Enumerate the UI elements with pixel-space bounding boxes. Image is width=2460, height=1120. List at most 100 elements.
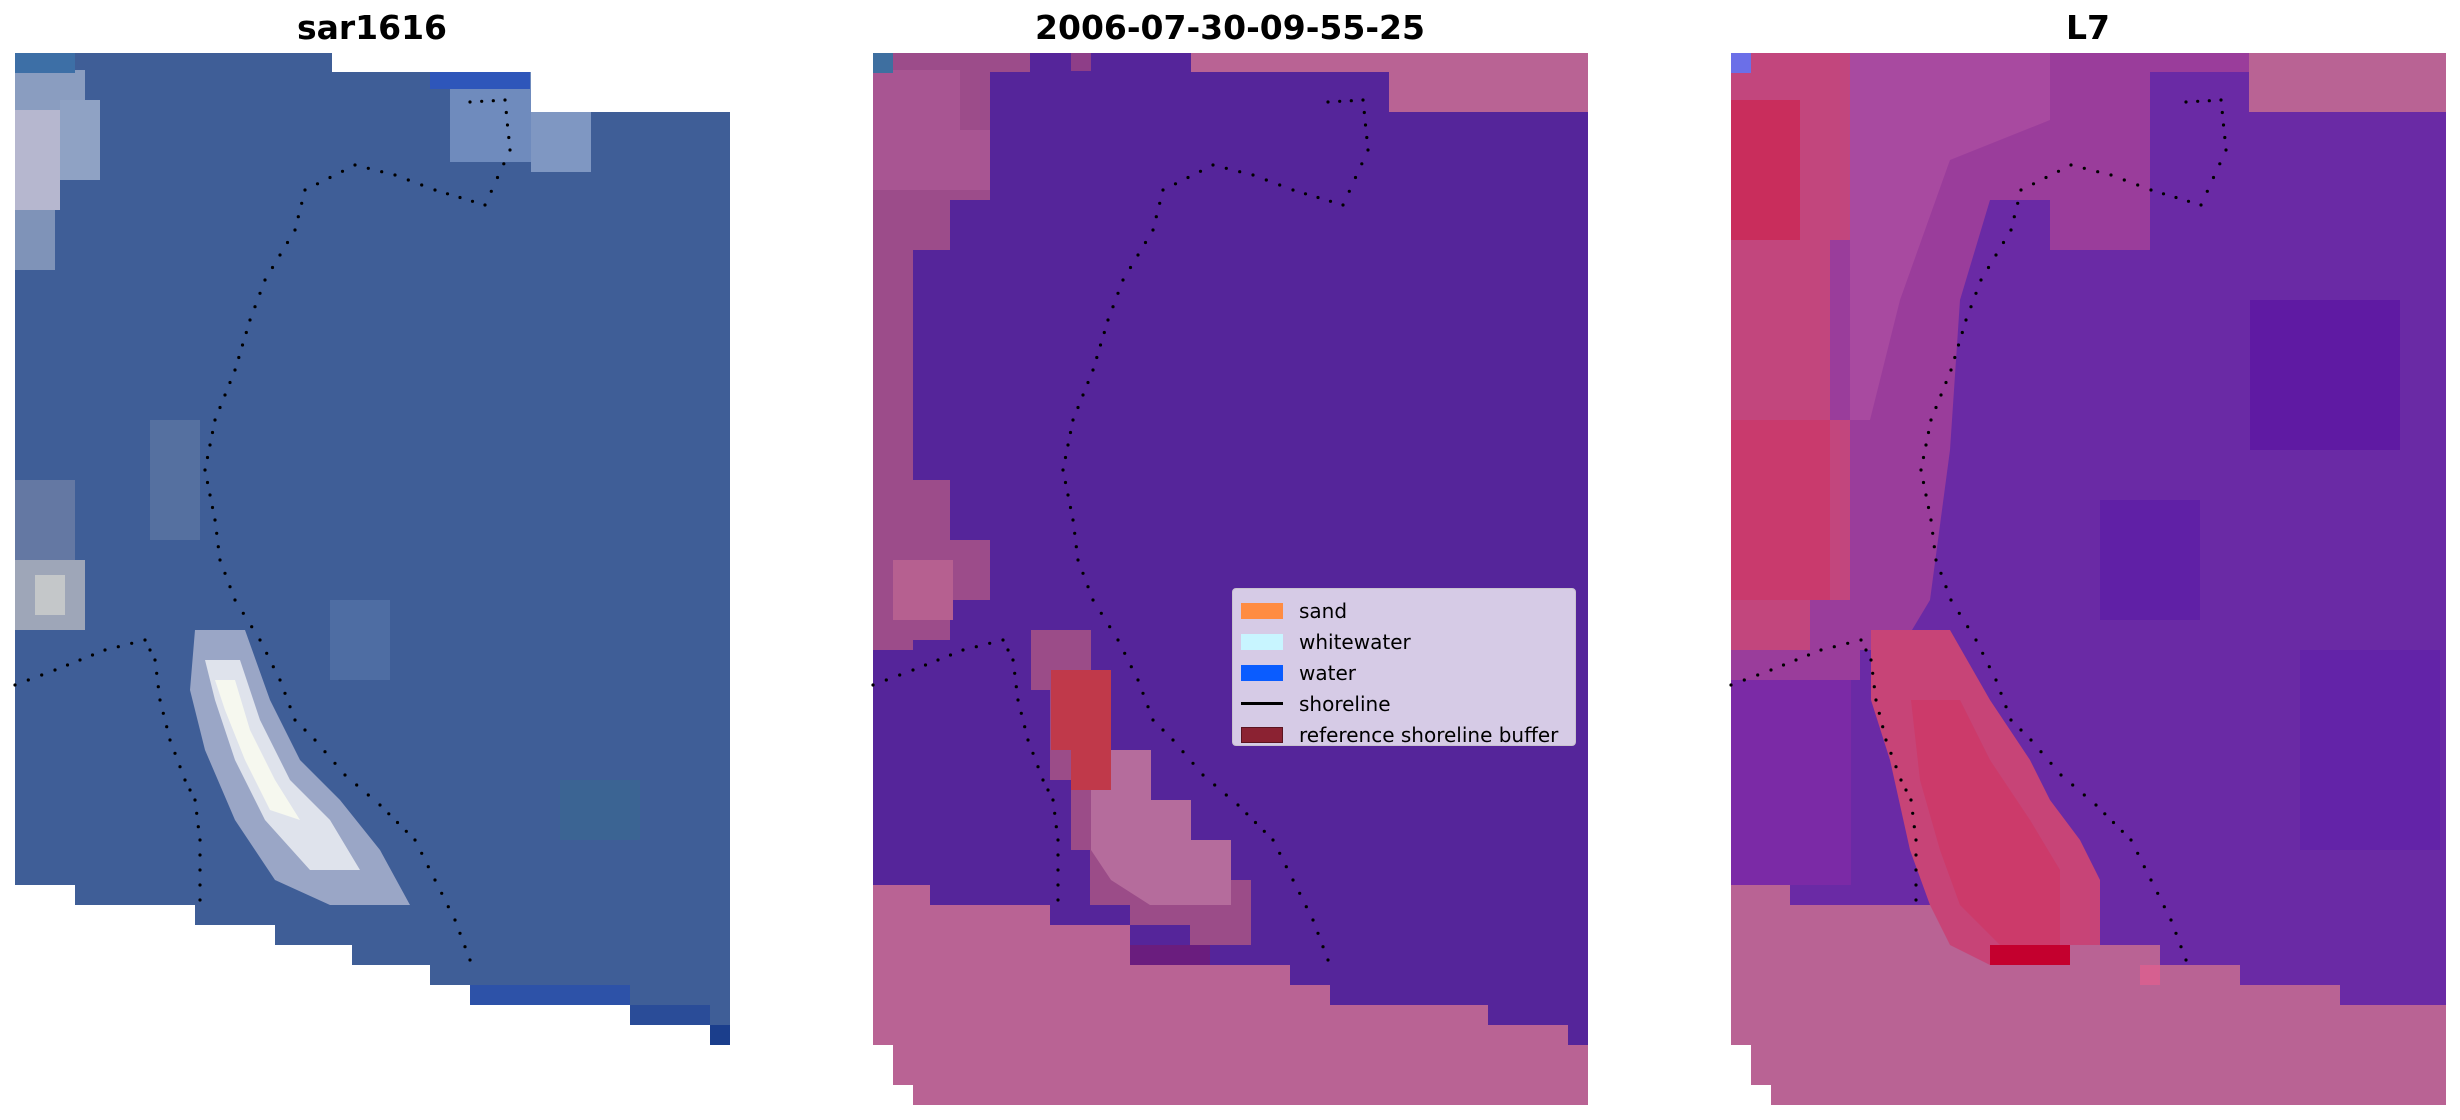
shoreline-dot	[1341, 203, 1345, 207]
shoreline-dot	[116, 645, 120, 649]
shoreline-dot	[1365, 135, 1369, 140]
shoreline-dot	[198, 838, 202, 842]
shoreline-dot	[1136, 253, 1140, 257]
shoreline-dot	[1284, 865, 1288, 869]
legend-item-water: water	[1241, 657, 1575, 688]
shoreline-dot	[2031, 182, 2036, 186]
shoreline-dot	[1328, 199, 1333, 203]
shoreline-dot	[215, 531, 219, 535]
shoreline-dot	[2211, 175, 2216, 180]
shoreline-dot	[1877, 711, 1881, 715]
shoreline-dot	[303, 728, 307, 732]
shoreline-dot	[2142, 865, 2146, 869]
shoreline-dot	[453, 918, 457, 922]
shoreline-dot	[1953, 355, 1957, 360]
shoreline-dot	[1366, 148, 1370, 152]
shoreline-dot	[1914, 883, 1918, 887]
shoreline-dot	[508, 148, 512, 152]
shoreline-dot	[1939, 571, 1943, 575]
shoreline-dot	[208, 493, 212, 497]
shoreline-dot	[1173, 182, 1178, 186]
shoreline-dot	[278, 678, 282, 682]
shoreline-dot	[1884, 738, 1888, 742]
shoreline-dot	[2149, 878, 2153, 882]
shoreline-dot	[1278, 183, 1282, 187]
shoreline-dot	[2169, 918, 2173, 922]
shoreline-dot	[1013, 671, 1017, 675]
shoreline-dot	[1986, 265, 1991, 270]
shoreline-dot	[1116, 291, 1120, 295]
shoreline-dot	[1914, 853, 1918, 857]
shoreline-dot	[208, 443, 212, 447]
shoreline-dot	[26, 678, 30, 682]
shoreline-dot	[1076, 558, 1080, 562]
shoreline-dot	[1912, 825, 1916, 829]
shoreline-dot	[1171, 738, 1175, 742]
shoreline-dot	[1066, 443, 1070, 447]
shoreline-dot	[404, 829, 408, 833]
shoreline-dot	[2016, 201, 2020, 205]
shoreline-dot	[130, 641, 134, 645]
shoreline-dots-index	[1729, 98, 2228, 962]
shoreline-dot	[1253, 820, 1258, 825]
shoreline-dot	[884, 678, 888, 682]
shoreline-dot	[1158, 201, 1162, 205]
shoreline-dot	[198, 853, 202, 857]
shoreline-dot	[491, 99, 495, 103]
reference-buffer-swatch	[1241, 726, 1283, 743]
shoreline-dot	[1939, 393, 1943, 397]
shoreline-dot	[1123, 651, 1127, 655]
shoreline-dot	[395, 820, 400, 825]
shoreline-dot	[2161, 192, 2166, 196]
shoreline-dot	[495, 175, 500, 180]
shoreline-dot	[90, 653, 95, 657]
panel-title-classified: 2006-07-30-09-55-25	[1035, 8, 1425, 47]
shoreline-dot	[303, 188, 307, 192]
panel-title-index: L7	[2066, 8, 2110, 47]
shoreline-dot	[250, 625, 254, 629]
shoreline-dot	[1921, 455, 1926, 460]
shoreline-dot	[1086, 380, 1090, 385]
shoreline-dot	[2109, 173, 2113, 177]
shoreline-dot	[911, 668, 915, 672]
shoreline-dot	[293, 228, 297, 232]
shoreline-dot	[2004, 705, 2008, 709]
shoreline-dot	[1086, 585, 1090, 589]
shoreline-dot	[1073, 531, 1077, 535]
shoreline-dot	[1111, 305, 1115, 309]
shoreline-dot	[155, 671, 159, 675]
shoreline-dot	[1926, 505, 1931, 510]
shoreline-dot	[2019, 728, 2023, 732]
legend-label: sand	[1299, 598, 1348, 623]
shoreline-dot	[1251, 173, 1255, 177]
shoreline-dot	[1949, 368, 1953, 372]
shoreline-dot	[1969, 305, 1973, 309]
legend-label: reference shoreline buffer	[1299, 722, 1559, 747]
shoreline-dot	[1994, 678, 1998, 682]
shoreline-dot	[446, 905, 450, 909]
legend-item-shoreline: shoreline	[1241, 688, 1575, 719]
shoreline-dots-classified	[871, 98, 1370, 962]
shoreline-dot	[1071, 418, 1075, 422]
shoreline-dot	[2156, 891, 2160, 895]
water-swatch	[1241, 664, 1283, 681]
shoreline-dot	[1051, 798, 1055, 802]
shoreline-dot	[2149, 188, 2153, 192]
shoreline-dot	[2162, 905, 2166, 909]
shoreline-dot	[2069, 163, 2073, 167]
shoreline-dot	[1074, 545, 1078, 549]
shoreline-dot	[1191, 761, 1195, 765]
shoreline-dot	[1769, 668, 1773, 672]
shoreline-dot	[1974, 638, 1978, 642]
shoreline-dot	[1106, 318, 1110, 322]
shoreline-dot	[233, 368, 237, 372]
legend: sand whitewater water shoreline referenc…	[1232, 588, 1576, 747]
shoreline-dot	[203, 468, 207, 472]
shoreline-dot	[1909, 798, 1913, 802]
shoreline-dot	[271, 665, 275, 669]
shoreline-dot	[458, 931, 462, 935]
shoreline-dot	[1056, 898, 1060, 902]
shoreline-dot	[1016, 698, 1020, 702]
shoreline-dots-rgb	[13, 98, 512, 962]
shoreline-dot	[1957, 611, 1961, 615]
